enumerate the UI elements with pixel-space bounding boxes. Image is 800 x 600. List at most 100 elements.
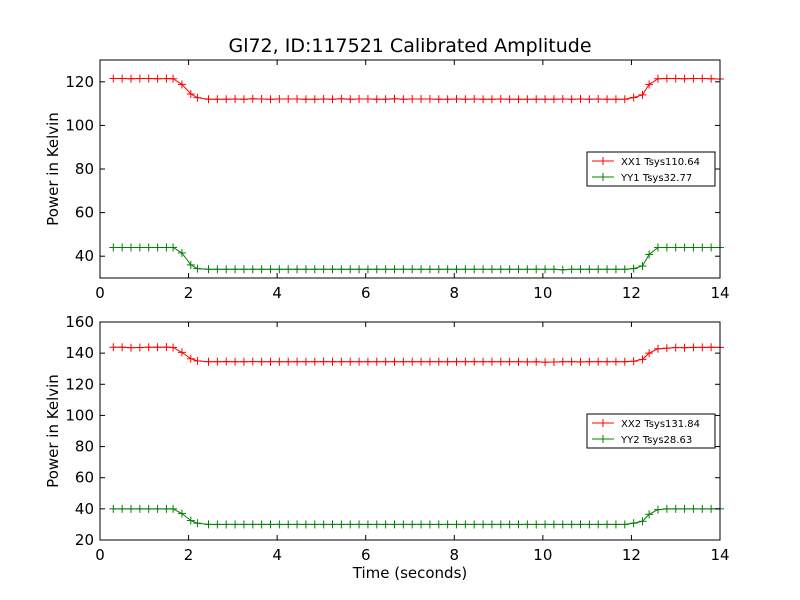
data-point	[620, 520, 629, 529]
data-point	[611, 265, 620, 274]
data-point	[514, 265, 523, 274]
data-point	[479, 357, 488, 366]
data-point	[629, 93, 638, 102]
data-point	[567, 357, 576, 366]
data-point	[558, 357, 567, 366]
data-point	[671, 343, 680, 352]
y-tick-label: 20	[75, 531, 94, 549]
data-point	[638, 355, 647, 364]
series-line	[113, 247, 720, 271]
data-point	[680, 243, 689, 252]
data-point	[231, 520, 240, 529]
data-point	[372, 95, 381, 104]
data-point	[611, 95, 620, 104]
legend-item: XX1 Tsys110.64	[592, 157, 700, 168]
data-point	[434, 265, 443, 274]
data-point	[293, 357, 302, 366]
data-point	[177, 248, 186, 257]
data-point	[144, 343, 153, 352]
data-point	[532, 265, 541, 274]
data-point	[337, 94, 346, 103]
data-point	[399, 265, 408, 274]
series-line	[113, 77, 721, 100]
data-point	[346, 95, 355, 104]
data-point	[443, 520, 452, 529]
data-point	[363, 520, 372, 529]
data-point	[549, 358, 558, 367]
data-point	[372, 520, 381, 529]
data-point	[470, 520, 479, 529]
data-point	[319, 265, 328, 274]
data-point	[213, 357, 222, 366]
data-point	[603, 520, 612, 529]
data-point	[662, 504, 671, 513]
data-point	[186, 354, 195, 363]
data-point	[443, 357, 452, 366]
data-point	[585, 520, 594, 529]
data-point	[186, 516, 195, 525]
data-point	[523, 95, 532, 104]
data-point	[594, 520, 603, 529]
data-point	[346, 520, 355, 529]
data-point	[620, 357, 629, 366]
data-point	[567, 95, 576, 104]
data-point	[479, 95, 488, 104]
data-point	[654, 74, 662, 83]
data-point	[470, 265, 479, 274]
data-point	[558, 265, 567, 274]
data-point	[293, 95, 302, 104]
legend-item: YY1 Tsys32.77	[592, 173, 692, 184]
data-point	[505, 520, 514, 529]
data-point	[135, 504, 144, 513]
data-point	[204, 357, 213, 366]
data-point	[293, 265, 302, 274]
x-tick-label: 0	[95, 284, 105, 302]
legend-label: YY2 Tsys28.63	[620, 435, 692, 446]
data-point	[461, 357, 470, 366]
data-point	[408, 265, 417, 274]
data-point	[532, 520, 541, 529]
data-point	[284, 357, 293, 366]
data-point	[355, 520, 364, 529]
data-point	[248, 357, 257, 366]
data-point	[372, 265, 381, 274]
data-point	[239, 520, 248, 529]
data-point	[293, 520, 302, 529]
data-point	[310, 357, 319, 366]
x-tick-label: 14	[710, 284, 729, 302]
data-point	[266, 95, 275, 104]
x-tick-label: 6	[361, 546, 371, 564]
data-point	[301, 520, 310, 529]
data-point	[257, 520, 266, 529]
data-point	[505, 265, 514, 274]
data-point	[629, 519, 638, 528]
data-point	[127, 504, 135, 513]
data-point	[541, 358, 550, 367]
data-point	[470, 95, 479, 104]
data-point	[109, 504, 118, 513]
data-point	[707, 243, 716, 252]
data-point	[417, 520, 426, 529]
chart-title: Gl72, ID:117521 Calibrated Amplitude	[228, 35, 591, 57]
data-point	[549, 265, 558, 274]
plot-area	[109, 74, 724, 274]
series-2-1	[109, 343, 724, 367]
data-point	[301, 357, 310, 366]
data-point	[576, 95, 585, 104]
data-point	[689, 74, 698, 83]
data-point	[144, 74, 153, 83]
data-point	[144, 504, 153, 513]
data-point	[204, 520, 213, 529]
data-point	[680, 74, 689, 83]
data-point	[177, 509, 186, 518]
data-point	[239, 265, 248, 274]
data-point	[603, 265, 612, 274]
y-tick-label: 60	[75, 469, 94, 487]
data-point	[248, 94, 257, 103]
chart-panel-2: 0 2 4 6 8 10 12 14 20 40 60 80 100 120 140 160 Power in …	[44, 313, 730, 582]
data-point	[620, 95, 629, 104]
data-point	[461, 95, 470, 104]
data-point	[496, 95, 505, 104]
data-point	[284, 520, 293, 529]
data-point	[452, 357, 461, 366]
